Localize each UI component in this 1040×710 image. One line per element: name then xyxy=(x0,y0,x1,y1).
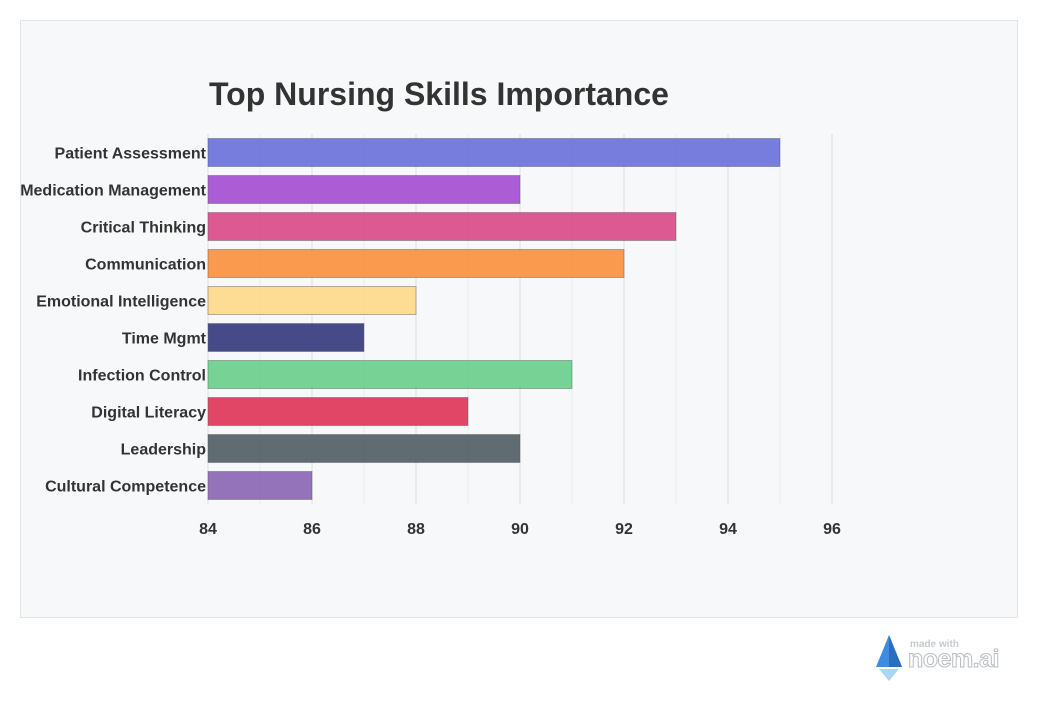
watermark-small-text: made with xyxy=(910,639,959,650)
bar-cultural-competence[interactable] xyxy=(207,471,313,500)
category-label: Infection Control xyxy=(78,368,206,385)
category-label: Patient Assessment xyxy=(55,146,207,163)
bar-medication-management[interactable] xyxy=(207,175,521,204)
bars xyxy=(207,138,781,500)
bar-leadership[interactable] xyxy=(207,434,521,463)
x-tick-label: 92 xyxy=(615,521,633,538)
category-label: Medication Management xyxy=(20,183,206,200)
category-label: Digital Literacy xyxy=(91,405,206,422)
x-tick-label: 88 xyxy=(407,521,425,538)
chart-title: Top Nursing Skills Importance xyxy=(209,76,669,112)
x-tick-label: 90 xyxy=(511,521,529,538)
bar-time-mgmt[interactable] xyxy=(207,323,365,352)
category-label: Cultural Competence xyxy=(45,479,206,496)
x-tick-label: 94 xyxy=(719,521,737,538)
x-axis-ticks: 84 86 88 90 92 94 96 xyxy=(199,521,841,538)
chart-card xyxy=(20,20,1018,618)
category-labels: Patient Assessment Medication Management C… xyxy=(20,146,206,496)
category-label: Emotional Intelligence xyxy=(36,294,206,311)
bar-emotional-intelligence[interactable] xyxy=(207,286,417,315)
bar-infection-control[interactable] xyxy=(207,360,573,389)
bar-critical-thinking[interactable] xyxy=(207,212,677,241)
x-tick-label: 96 xyxy=(823,521,841,538)
x-tick-label: 84 xyxy=(199,521,217,538)
watermark-brand-text: noem.ai xyxy=(908,645,1000,674)
bar-digital-literacy[interactable] xyxy=(207,397,469,426)
category-label: Time Mgmt xyxy=(122,331,207,348)
noem-logo-icon xyxy=(876,635,902,681)
x-tick-label: 86 xyxy=(303,521,321,538)
noem-ai-watermark[interactable]: made with noem.ai xyxy=(874,633,1024,683)
category-label: Critical Thinking xyxy=(81,220,206,237)
category-label: Leadership xyxy=(121,442,207,459)
bar-patient-assessment[interactable] xyxy=(207,138,781,167)
category-label: Communication xyxy=(85,257,206,274)
bar-communication[interactable] xyxy=(207,249,625,278)
